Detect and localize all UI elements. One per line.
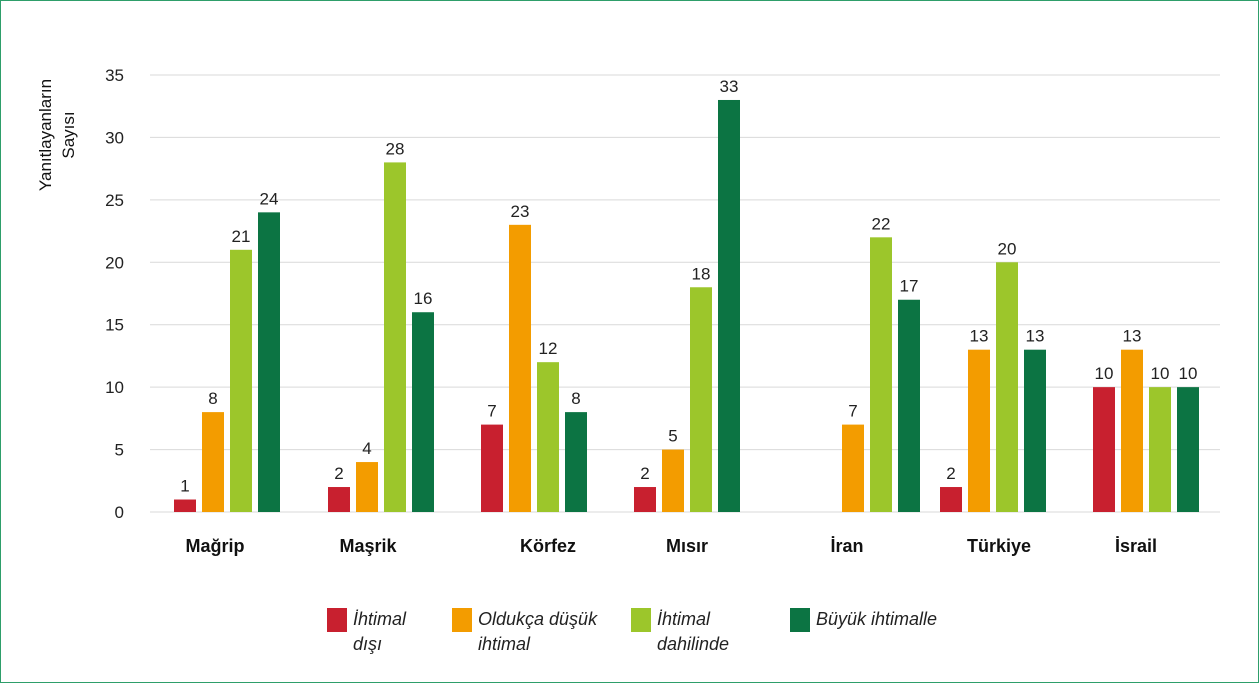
legend-swatch [327, 608, 347, 632]
data-label: 13 [970, 327, 989, 346]
data-label: 21 [232, 227, 251, 246]
bar [634, 487, 656, 512]
bar [202, 412, 224, 512]
data-label: 13 [1123, 327, 1142, 346]
legend-label: dışı [353, 634, 382, 654]
y-tick-label: 30 [105, 128, 124, 147]
bar [662, 449, 684, 512]
data-label: 20 [998, 239, 1017, 258]
y-tick-label: 20 [105, 253, 124, 272]
bar [1093, 387, 1115, 512]
bar [412, 312, 434, 512]
bar [258, 212, 280, 513]
bar [230, 249, 252, 513]
bar [718, 99, 740, 512]
data-label: 4 [362, 439, 371, 458]
legend-label: Büyük ihtimalle [816, 609, 937, 629]
category-labels: Mağrip Maşrik Körfez Mısır İran Türkiye İsrail [185, 536, 1157, 556]
data-label: 17 [900, 277, 919, 296]
y-tick-label: 15 [105, 316, 124, 335]
y-axis-ticks: 0 5 10 15 20 25 30 35 [105, 66, 124, 522]
bar [356, 462, 378, 512]
data-label: 2 [334, 464, 343, 483]
data-label: 22 [872, 214, 891, 233]
data-label: 8 [571, 389, 580, 408]
legend: İhtimal dışı Oldukça düşük ihtimal İhtimal da… [327, 608, 937, 654]
data-label: 8 [208, 389, 217, 408]
legend-label: İhtimal [657, 609, 711, 629]
y-axis-label: Yanıtlayanların Sayısı [36, 79, 78, 191]
data-label: 13 [1026, 327, 1045, 346]
bar [384, 162, 406, 512]
y-axis-label-line: Sayısı [59, 111, 78, 158]
bar [509, 224, 531, 513]
category-label: Maşrik [339, 536, 397, 556]
data-label: 18 [692, 264, 711, 283]
bar [940, 487, 962, 512]
legend-label: dahilinde [657, 634, 729, 654]
bar [870, 237, 892, 513]
legend-label: İhtimal [353, 609, 407, 629]
data-label: 12 [539, 339, 558, 358]
bars [174, 99, 1199, 513]
data-labels: 1821242428167231282518337221721320131013… [180, 77, 1197, 496]
data-label: 24 [260, 189, 279, 208]
bar [537, 362, 559, 512]
data-label: 7 [487, 402, 496, 421]
data-label: 5 [668, 427, 677, 446]
bar [690, 287, 712, 512]
bar [842, 424, 864, 512]
y-tick-label: 25 [105, 191, 124, 210]
data-label: 10 [1095, 364, 1114, 383]
y-tick-label: 10 [105, 378, 124, 397]
bar [174, 499, 196, 512]
bar [565, 412, 587, 512]
legend-swatch [452, 608, 472, 632]
legend-swatch [631, 608, 651, 632]
data-label: 28 [386, 139, 405, 158]
y-tick-label: 0 [115, 503, 124, 522]
bar [328, 487, 350, 512]
y-tick-label: 5 [115, 441, 124, 460]
data-label: 7 [848, 402, 857, 421]
bar [481, 424, 503, 512]
category-label: Türkiye [967, 536, 1031, 556]
gridlines [150, 74, 1220, 513]
data-label: 10 [1151, 364, 1170, 383]
data-label: 2 [640, 464, 649, 483]
bar [1149, 387, 1171, 512]
data-label: 23 [511, 202, 530, 221]
bar [898, 299, 920, 512]
bar [1177, 387, 1199, 512]
data-label: 1 [180, 477, 189, 496]
bar [996, 262, 1018, 512]
y-tick-label: 35 [105, 66, 124, 85]
data-label: 33 [720, 77, 739, 96]
y-axis-label-line: Yanıtlayanların [36, 79, 55, 191]
category-label: Mağrip [185, 536, 244, 556]
category-label: Körfez [520, 536, 576, 556]
legend-swatch [790, 608, 810, 632]
bar [1121, 349, 1143, 512]
data-label: 10 [1179, 364, 1198, 383]
data-label: 16 [414, 289, 433, 308]
data-label: 2 [946, 464, 955, 483]
bar [1024, 349, 1046, 512]
category-label: İsrail [1115, 536, 1157, 556]
legend-label: ihtimal [478, 634, 531, 654]
bar [968, 349, 990, 512]
legend-label: Oldukça düşük [478, 609, 598, 629]
category-label: İran [830, 536, 863, 556]
category-label: Mısır [666, 536, 708, 556]
